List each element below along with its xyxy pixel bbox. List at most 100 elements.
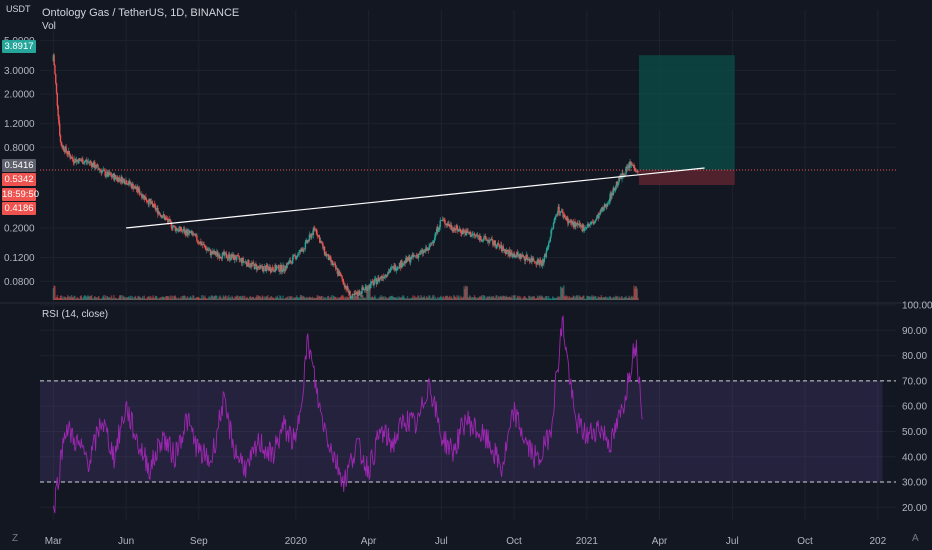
volume-bar	[416, 298, 418, 300]
volume-bar	[396, 298, 398, 300]
volume-bar	[361, 295, 363, 300]
candle	[304, 242, 307, 249]
candle	[533, 260, 536, 262]
candle	[410, 256, 413, 260]
volume-bar	[113, 295, 115, 300]
volume-bar	[208, 296, 210, 300]
candle	[451, 228, 453, 230]
candle	[419, 251, 421, 255]
volume-bar	[331, 295, 333, 300]
volume-bar	[342, 295, 344, 300]
candle	[496, 244, 498, 249]
position-tool[interactable]	[40, 55, 896, 185]
volume-bar	[355, 295, 358, 300]
volume-bar	[511, 295, 513, 300]
candle	[411, 254, 413, 257]
trendline[interactable]	[126, 167, 705, 229]
volume-bar	[506, 297, 508, 300]
candle	[248, 260, 250, 267]
candle	[217, 254, 220, 257]
volume-bar	[505, 295, 508, 300]
volume-bar	[410, 297, 413, 300]
candle	[616, 181, 618, 186]
rsi-label[interactable]: RSI (14, close)	[42, 309, 109, 320]
volume-bar	[81, 297, 83, 300]
volume-bar	[162, 296, 165, 300]
volume-bar	[229, 296, 232, 300]
candle	[196, 235, 198, 241]
corner-bottom-left[interactable]: Z	[12, 533, 19, 544]
candle	[218, 254, 220, 259]
volume-bar	[476, 297, 479, 300]
candle	[357, 294, 359, 296]
volume-bar	[560, 287, 563, 300]
candle	[603, 207, 605, 210]
candle	[427, 248, 429, 251]
candle	[331, 260, 333, 262]
volume-bar	[595, 296, 597, 300]
time-tick-label: Oct	[506, 536, 522, 547]
candle	[610, 193, 612, 199]
candle	[205, 248, 208, 250]
volume-bar	[144, 298, 146, 300]
candle	[273, 270, 275, 272]
candle	[211, 251, 213, 254]
candle	[219, 256, 221, 259]
corner-bottom-right[interactable]: A	[912, 533, 919, 544]
volume-bar	[373, 297, 375, 300]
volume-bar	[311, 296, 314, 300]
volume-bar	[470, 298, 473, 300]
candle	[232, 254, 234, 258]
candle	[486, 239, 488, 241]
candle	[547, 247, 549, 249]
candle	[337, 271, 339, 274]
volume-bar	[209, 298, 212, 300]
candle	[279, 264, 282, 271]
volume-bar	[237, 298, 240, 300]
volume-bar	[241, 295, 244, 300]
candle	[181, 230, 183, 232]
volume-bar	[583, 295, 585, 300]
candle	[279, 270, 281, 272]
volume-bar	[600, 295, 603, 300]
volume-bar	[601, 297, 603, 300]
volume-bar	[307, 297, 309, 300]
volume-bar	[492, 296, 495, 300]
rsi-tick-label: 80.00	[902, 351, 927, 362]
candle	[93, 162, 95, 167]
candle	[310, 234, 312, 238]
volume-bar	[441, 297, 444, 300]
candle	[70, 157, 73, 159]
candle	[163, 214, 165, 217]
volume-bar	[291, 298, 294, 300]
candle	[177, 229, 180, 232]
volume-bar	[477, 297, 480, 300]
volume-bar	[475, 297, 477, 300]
volume-bar	[456, 295, 458, 300]
volume-bar	[115, 298, 118, 300]
volume-bar	[504, 296, 507, 300]
rsi-tick-label: 20.00	[902, 503, 927, 514]
volume-bar	[551, 296, 554, 300]
candle	[634, 170, 637, 172]
volume-bar	[616, 295, 618, 300]
candle	[595, 219, 597, 222]
candle	[465, 230, 468, 236]
volume-bar	[155, 295, 157, 300]
volume-bar	[624, 297, 626, 300]
volume-bar	[181, 295, 184, 300]
volume-label[interactable]: Vol	[42, 21, 56, 32]
volume-bar	[348, 298, 350, 300]
candle	[361, 287, 363, 294]
volume-bar	[192, 295, 194, 300]
volume-bar	[554, 297, 556, 300]
symbol-title[interactable]: Ontology Gas / TetherUS, 1D, BINANCE	[42, 7, 240, 19]
volume-bar	[170, 298, 173, 300]
volume-bar	[280, 298, 283, 300]
volume-bar	[211, 295, 213, 300]
candle	[332, 263, 335, 265]
candle	[202, 244, 204, 245]
volume-bar	[57, 298, 59, 300]
candle	[624, 174, 626, 176]
